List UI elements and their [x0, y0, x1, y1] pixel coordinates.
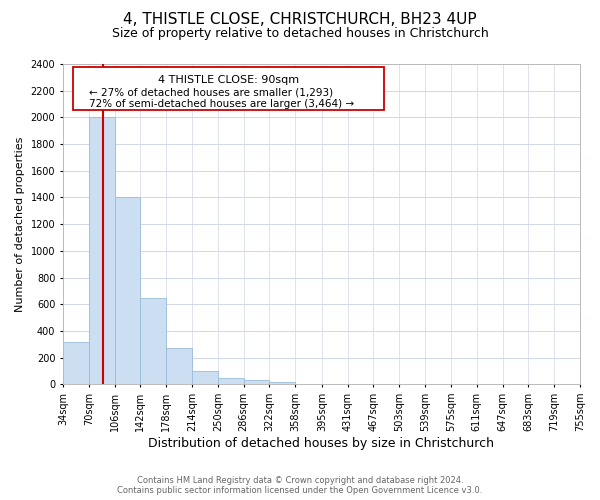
Bar	[140, 298, 166, 384]
Text: 72% of semi-detached houses are larger (3,464) →: 72% of semi-detached houses are larger (…	[89, 99, 354, 109]
Bar	[218, 378, 244, 384]
X-axis label: Distribution of detached houses by size in Christchurch: Distribution of detached houses by size …	[148, 437, 494, 450]
Bar	[89, 118, 115, 384]
Bar	[269, 382, 295, 384]
Bar	[63, 342, 89, 384]
Bar	[166, 348, 192, 385]
FancyBboxPatch shape	[73, 67, 383, 110]
Text: Size of property relative to detached houses in Christchurch: Size of property relative to detached ho…	[112, 28, 488, 40]
Bar	[244, 380, 269, 384]
Y-axis label: Number of detached properties: Number of detached properties	[15, 136, 25, 312]
Bar	[115, 198, 140, 384]
Text: 4, THISTLE CLOSE, CHRISTCHURCH, BH23 4UP: 4, THISTLE CLOSE, CHRISTCHURCH, BH23 4UP	[123, 12, 477, 28]
Bar	[192, 371, 218, 384]
Text: ← 27% of detached houses are smaller (1,293): ← 27% of detached houses are smaller (1,…	[89, 87, 333, 97]
Text: Contains HM Land Registry data © Crown copyright and database right 2024.
Contai: Contains HM Land Registry data © Crown c…	[118, 476, 482, 495]
Text: 4 THISTLE CLOSE: 90sqm: 4 THISTLE CLOSE: 90sqm	[158, 75, 299, 85]
